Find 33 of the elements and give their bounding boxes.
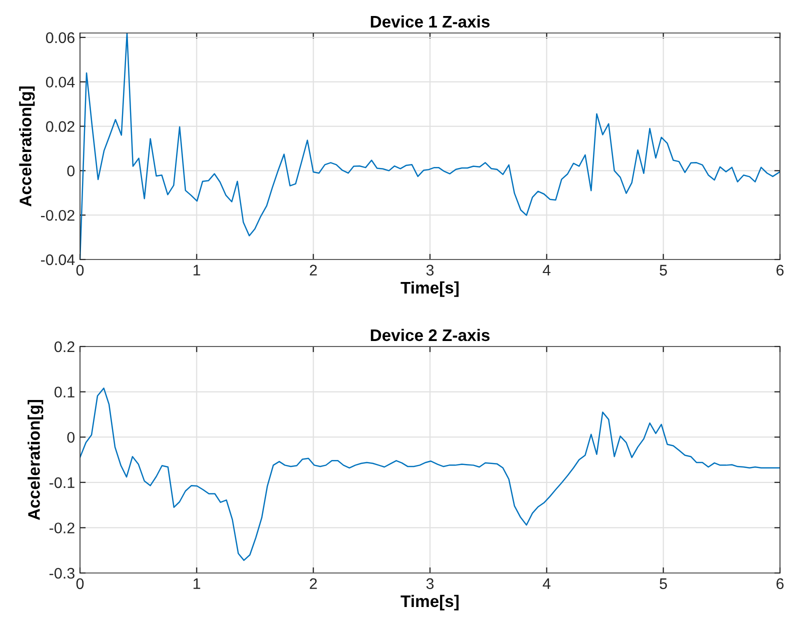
x-axis-title: Time[s] — [400, 594, 459, 610]
y-tick-label: 0.1 — [54, 386, 74, 398]
y-tick-label: 0 — [67, 166, 75, 176]
y-axis-title: Acceleration[g] — [19, 86, 35, 206]
x-tick-label: 5 — [660, 264, 667, 276]
x-tick-label: 0 — [76, 578, 84, 590]
y-tick-label: -0.3 — [49, 568, 74, 579]
y-tick-label: 0.02 — [46, 121, 74, 132]
y-tick-label: 0.2 — [54, 341, 74, 352]
x-tick-label: 1 — [194, 264, 200, 276]
x-tick-label: 3 — [426, 578, 434, 590]
y-tick-label: -0.02 — [41, 210, 74, 221]
y-tick-label: -0.1 — [49, 477, 74, 488]
chart-title: Device 2 Z-axis — [370, 328, 490, 342]
y-tick-label: -0.2 — [49, 522, 74, 534]
y-tick-label: 0.06 — [46, 32, 74, 44]
x-tick-label: 5 — [660, 578, 667, 590]
y-tick-label: 0.04 — [46, 76, 75, 88]
x-tick-label: 3 — [426, 264, 434, 276]
x-tick-label: 6 — [776, 578, 784, 590]
x-tick-label: 4 — [542, 264, 550, 276]
x-tick-label: 0 — [76, 264, 84, 276]
y-tick-label: -0.04 — [41, 254, 75, 266]
line-series — [80, 388, 780, 561]
x-tick-label: 4 — [542, 578, 550, 589]
x-axis-title: Time[s] — [400, 281, 459, 297]
x-tick-label: 2 — [310, 578, 317, 589]
y-axis-title: Acceleration[g] — [28, 400, 44, 520]
x-tick-label: 2 — [310, 264, 317, 276]
y-tick-label: 0 — [67, 432, 75, 443]
x-tick-label: 6 — [776, 264, 784, 276]
x-tick-label: 1 — [194, 578, 200, 589]
chart-title: Device 1 Z-axis — [370, 15, 490, 28]
